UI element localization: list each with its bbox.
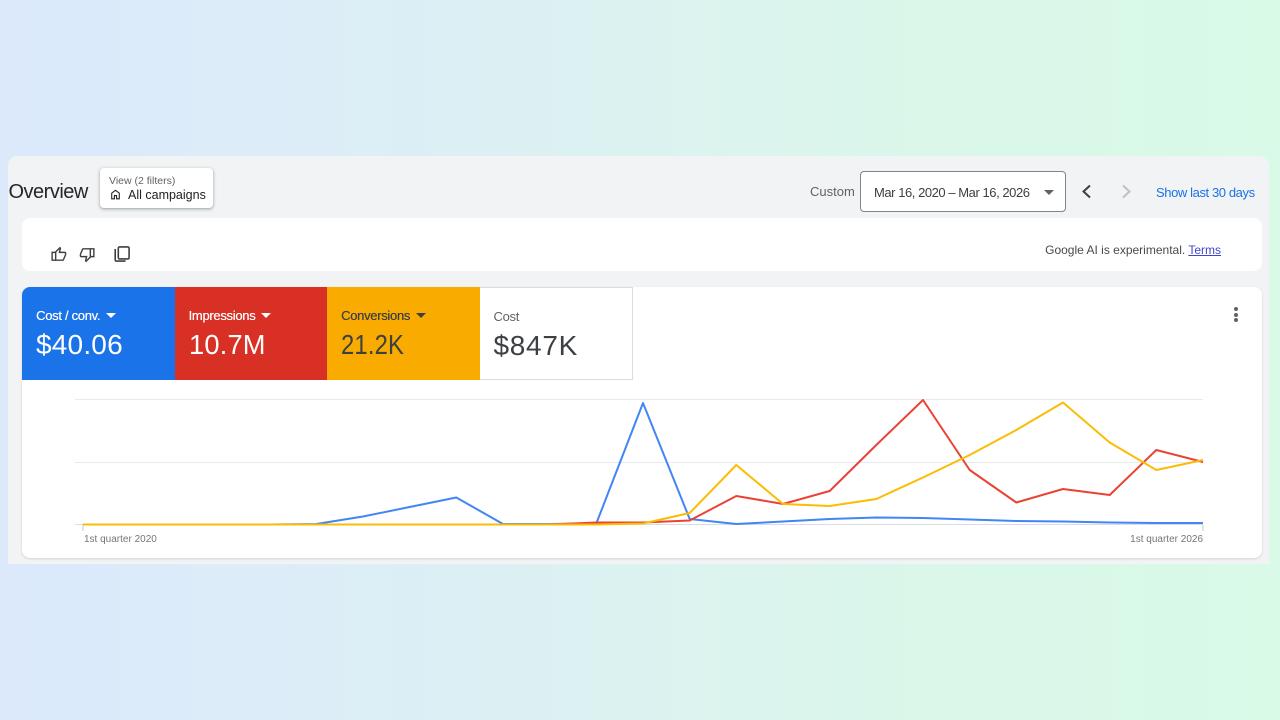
svg-text:1st quarter 2020: 1st quarter 2020	[84, 534, 157, 545]
svg-text:1st quarter 2026: 1st quarter 2026	[1130, 534, 1203, 545]
